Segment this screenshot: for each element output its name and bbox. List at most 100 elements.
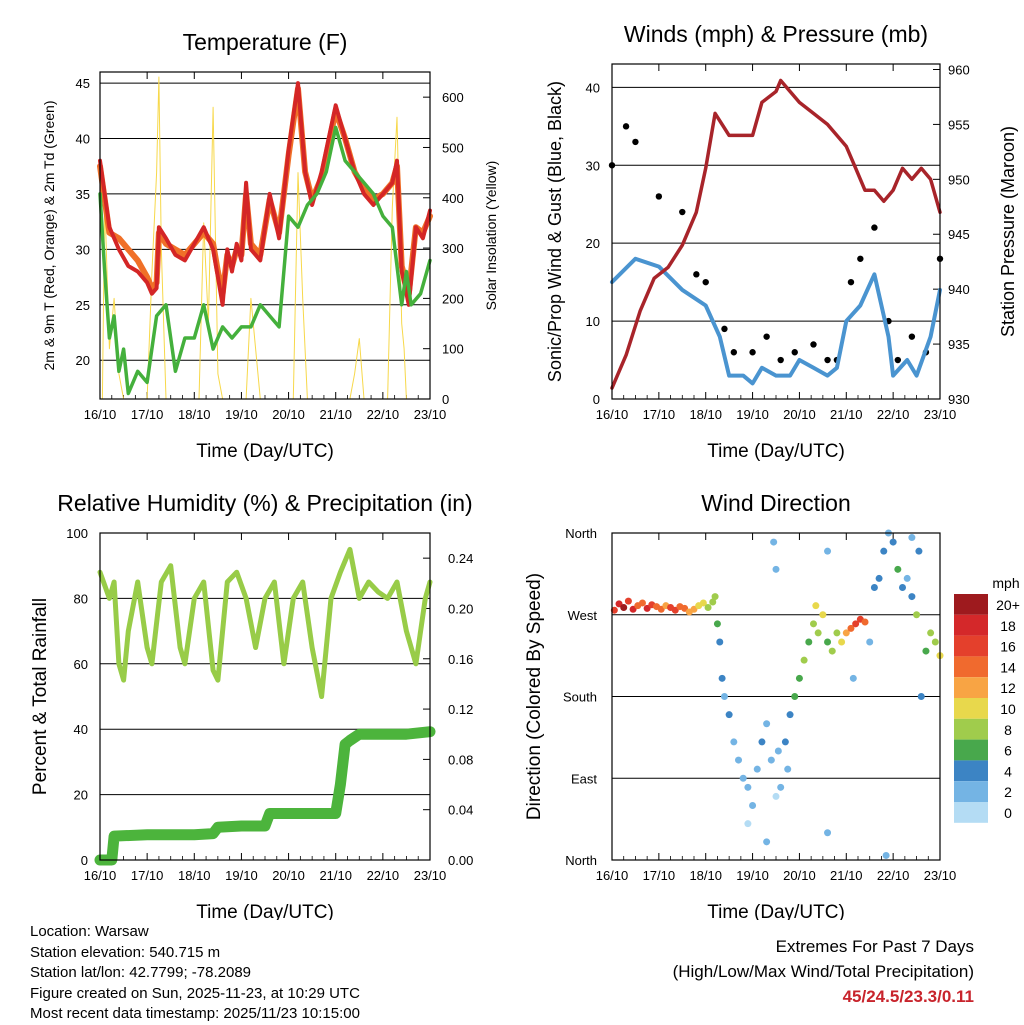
- direction-point: [894, 565, 902, 573]
- colorbar-title: mph: [992, 575, 1019, 591]
- colorbar-label: 18: [1000, 618, 1016, 634]
- y-tick-label: 20: [76, 353, 90, 368]
- plot-frame: [611, 532, 941, 861]
- direction-point: [866, 638, 874, 646]
- direction-point: [915, 547, 923, 555]
- direction-point: [620, 603, 628, 611]
- gust-point: [824, 356, 831, 364]
- x-tick-label: 18/10: [689, 407, 722, 422]
- direction-point: [763, 838, 771, 846]
- panel-humidity_precip: Relative Humidity (%) & Precipitation (i…: [30, 490, 473, 920]
- colorbar-swatch: [954, 802, 988, 823]
- gust-point: [730, 349, 738, 356]
- direction-point: [795, 674, 803, 682]
- direction-point: [735, 756, 743, 764]
- y-tick-label: 80: [74, 591, 88, 606]
- gust-point: [655, 193, 663, 200]
- direction-point: [849, 674, 857, 682]
- x-tick-label: 17/10: [643, 868, 676, 883]
- y-tick-label: 20: [586, 236, 600, 251]
- direction-point: [786, 711, 794, 719]
- x-tick-label: 21/10: [830, 407, 863, 422]
- x-tick-label: 23/10: [414, 407, 447, 422]
- panel-winds_pressure: Winds (mph) & Pressure (mb) 16/10 17/10 18/…: [545, 21, 1018, 462]
- colorbar-swatch: [954, 698, 988, 719]
- info-location: Location: Warsaw: [30, 923, 149, 940]
- colorbar-label: 0: [1004, 805, 1012, 821]
- x-tick-label: 20/10: [783, 407, 816, 422]
- x-tick-label: 19/10: [225, 868, 258, 883]
- direction-point: [699, 599, 707, 607]
- series-2m-temperature: [98, 81, 432, 307]
- y2-tick-label: 300: [442, 241, 464, 256]
- colorbar-label: 8: [1004, 722, 1012, 738]
- y2-tick-label: 200: [442, 291, 464, 306]
- x-tick-label: 21/10: [319, 868, 352, 883]
- y2-tick-label: 400: [442, 191, 464, 206]
- colorbar-swatch: [954, 739, 988, 761]
- direction-point: [870, 584, 878, 591]
- colorbar-label: 4: [1004, 763, 1012, 779]
- direction-point: [772, 792, 780, 800]
- gust-point: [857, 255, 864, 262]
- direction-point: [784, 765, 792, 773]
- x-tick-label: 21/10: [319, 407, 352, 422]
- colorbar-label: 20+: [996, 597, 1020, 613]
- y2-tick-label: 0.12: [448, 702, 473, 717]
- direction-point: [852, 620, 860, 628]
- y-tick-label: East: [571, 771, 597, 786]
- direction-point: [763, 720, 771, 728]
- direction-point: [842, 629, 850, 637]
- y2-tick-label: 0.00: [448, 853, 473, 868]
- x-tick-label: 18/10: [178, 868, 211, 883]
- direction-point: [720, 693, 728, 700]
- y-tick-label: West: [568, 608, 598, 623]
- gust-point: [777, 356, 784, 364]
- direction-point: [781, 738, 789, 746]
- colorbar: mph 20+ 18 16 14 12 10 8 6 4 2 0: [954, 575, 1020, 823]
- direction-point: [927, 629, 935, 637]
- colorbar-swatch: [954, 656, 988, 678]
- y2-tick-label: 0.08: [448, 752, 473, 767]
- series-precipitation: [94, 726, 436, 866]
- direction-point: [819, 611, 827, 619]
- figure-canvas: Temperature (F) 16/10 17/10 18/10 19/10 20/10…: [30, 21, 1020, 920]
- y-tick-label: 35: [76, 187, 90, 202]
- y-tick-label: 25: [76, 298, 90, 313]
- gust-point: [702, 278, 709, 286]
- y-tick-label: 30: [586, 158, 600, 173]
- y-tick-label: 0: [593, 392, 600, 407]
- direction-point: [772, 565, 780, 573]
- y2-tick-label: 950: [948, 172, 970, 187]
- y-axis-label: Percent & Total Rainfall: [30, 598, 51, 795]
- x-tick-label: 23/10: [924, 407, 957, 422]
- colorbar-label: 6: [1004, 743, 1012, 759]
- gust-point: [749, 349, 756, 356]
- x-tick-label: 17/10: [131, 407, 164, 422]
- colorbar-swatch: [954, 594, 988, 615]
- x-tick-label: 16/10: [84, 407, 117, 422]
- gust-point: [763, 333, 770, 340]
- direction-point: [847, 624, 855, 632]
- panel-title-humidity_precip: Relative Humidity (%) & Precipitation (i…: [57, 490, 472, 516]
- series-9m-temperature: [97, 85, 433, 297]
- x-tick-label: 17/10: [643, 407, 676, 422]
- y-tick-label: 60: [74, 657, 88, 672]
- y-tick-label: 40: [76, 132, 90, 147]
- y2-tick-label: 0: [442, 392, 449, 407]
- gust-point: [894, 356, 902, 364]
- y2-axis-label: Station Pressure (Maroon): [998, 126, 1018, 337]
- direction-point: [917, 693, 925, 700]
- direction-point: [889, 538, 897, 546]
- direction-point: [882, 851, 890, 859]
- colorbar-swatch: [954, 718, 988, 740]
- x-axis-label: Time (Day/UTC): [707, 902, 845, 920]
- info-recent: Most recent data timestamp: 2025/11/23 1…: [30, 1005, 360, 1022]
- gust-point: [810, 341, 817, 348]
- y2-tick-label: 0.20: [448, 601, 473, 616]
- extremes-title: Extremes For Past 7 Days: [775, 937, 974, 956]
- gust-point: [871, 224, 878, 231]
- direction-point: [809, 620, 817, 628]
- y-tick-label: 0: [81, 853, 88, 868]
- gust-point: [679, 208, 686, 216]
